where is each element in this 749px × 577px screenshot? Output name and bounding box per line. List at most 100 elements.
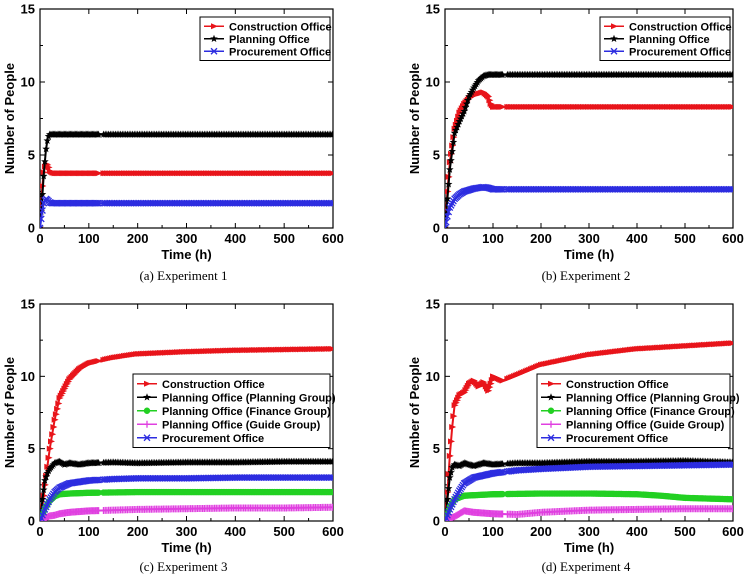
series-planning-office-planning-group xyxy=(40,457,333,521)
data-point xyxy=(55,400,63,407)
x-tick-label: 300 xyxy=(578,231,600,246)
series-planning-office-planning-group xyxy=(445,456,733,521)
x-tick-label: 200 xyxy=(127,524,149,539)
chart-panel-1: 0 100 200 300 400 500 600 0 5 10 15 Time (h) Number … xyxy=(2,2,344,284)
x-tick-label: 300 xyxy=(578,524,600,539)
data-point xyxy=(95,357,103,364)
data-point xyxy=(92,476,100,484)
legend-entry: Procurement Office xyxy=(229,46,331,58)
data-point xyxy=(452,126,460,134)
series-line xyxy=(445,186,733,228)
panel-caption: (a) Experiment 1 xyxy=(139,268,227,283)
series-planning-office-guide-group xyxy=(40,503,333,521)
legend-entry: Construction Office xyxy=(229,21,332,33)
data-point xyxy=(453,123,461,131)
y-tick-label: 5 xyxy=(433,148,440,163)
x-tick-label: 100 xyxy=(78,524,100,539)
x-tick-label: 200 xyxy=(127,231,149,246)
x-tick-label: 100 xyxy=(78,231,100,246)
y-tick-label: 10 xyxy=(426,75,440,90)
legend-marker xyxy=(210,47,218,55)
data-point xyxy=(327,199,333,207)
y-tick-label: 10 xyxy=(426,369,440,384)
x-tick-label: 600 xyxy=(322,231,344,246)
data-point xyxy=(729,185,733,193)
legend-marker xyxy=(610,47,618,55)
data-point xyxy=(41,476,49,484)
series-planning-office-guide-group xyxy=(445,505,733,521)
data-point xyxy=(40,215,45,223)
data-point xyxy=(729,496,733,503)
data-point xyxy=(498,70,507,78)
data-point xyxy=(497,468,505,476)
data-point xyxy=(42,144,50,153)
data-point xyxy=(54,405,62,412)
legend-entry: Procurement Office xyxy=(566,433,668,445)
data-point xyxy=(447,156,455,164)
data-point xyxy=(461,103,470,111)
data-point xyxy=(40,485,48,494)
panel-caption: (d) Experiment 4 xyxy=(542,559,631,574)
legend-marker xyxy=(143,393,151,401)
data-point xyxy=(40,207,46,214)
series-line xyxy=(445,91,733,228)
series-procurement-office xyxy=(40,195,333,228)
y-tick-label: 0 xyxy=(28,221,35,236)
data-point xyxy=(52,411,60,418)
data-point xyxy=(727,185,733,193)
x-tick-label: 300 xyxy=(176,231,198,246)
data-point xyxy=(448,147,456,155)
data-point xyxy=(729,461,733,469)
legend-marker xyxy=(143,407,151,414)
data-point xyxy=(445,484,453,492)
panel-caption: (b) Experiment 2 xyxy=(542,268,631,283)
x-tick-label: 400 xyxy=(224,524,246,539)
data-point xyxy=(450,413,458,420)
data-point xyxy=(499,103,507,110)
y-tick-label: 15 xyxy=(21,2,35,17)
legend-entry: Planning Office (Planning Group) xyxy=(162,392,336,404)
legend-entry: Construction Office xyxy=(629,21,732,33)
y-tick-label: 5 xyxy=(28,441,35,456)
data-point xyxy=(95,170,103,177)
legend-marker xyxy=(611,23,618,30)
y-axis-label: Number of People xyxy=(407,63,422,174)
data-point xyxy=(445,194,452,203)
series-construction-office xyxy=(40,345,333,521)
data-point xyxy=(45,454,53,461)
data-point xyxy=(40,224,44,228)
y-axis-label: Number of People xyxy=(2,357,17,468)
x-tick-label: 500 xyxy=(273,231,295,246)
data-point xyxy=(498,460,507,468)
data-point xyxy=(40,495,47,503)
data-point xyxy=(43,136,52,144)
data-point xyxy=(445,218,450,226)
data-point xyxy=(40,190,47,198)
data-point xyxy=(499,490,506,498)
legend-marker xyxy=(143,434,151,442)
data-point xyxy=(445,224,449,228)
x-tick-label: 0 xyxy=(36,524,43,539)
legend-entry: Procurement Office xyxy=(629,46,731,58)
data-point xyxy=(95,489,102,496)
data-point xyxy=(329,503,333,511)
x-axis-label: Time (h) xyxy=(161,247,211,262)
series-planning-office-finance-group xyxy=(445,490,733,521)
data-point xyxy=(499,377,507,384)
x-tick-label: 400 xyxy=(626,231,648,246)
data-point xyxy=(445,495,452,503)
chart-panel-2: 0 100 200 300 400 500 600 0 5 10 15 Time (h) Number … xyxy=(407,2,744,284)
data-point xyxy=(729,103,733,110)
series-line xyxy=(40,133,333,228)
data-point xyxy=(51,416,59,423)
legend-marker xyxy=(547,407,555,414)
data-point xyxy=(446,473,454,481)
y-tick-label: 5 xyxy=(28,148,35,163)
data-point xyxy=(450,129,459,137)
legend-box xyxy=(536,373,731,448)
data-point xyxy=(446,452,454,459)
data-point xyxy=(329,199,333,207)
